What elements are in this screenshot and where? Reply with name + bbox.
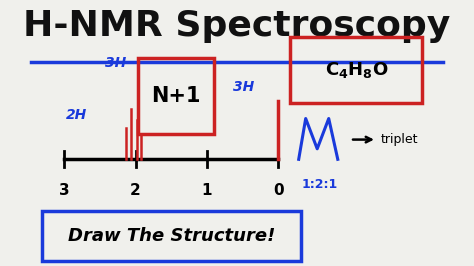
Text: Draw The Structure!: Draw The Structure! <box>67 227 275 245</box>
Text: N+1: N+1 <box>152 86 201 106</box>
Text: H-NMR Spectroscopy: H-NMR Spectroscopy <box>23 9 451 43</box>
Text: triplet: triplet <box>381 133 419 146</box>
Text: $\mathregular{C_4H_8O}$: $\mathregular{C_4H_8O}$ <box>325 60 388 80</box>
Text: 3H: 3H <box>105 56 126 70</box>
Text: 3H: 3H <box>233 80 254 94</box>
Text: 3: 3 <box>59 183 70 198</box>
Text: 0: 0 <box>273 183 283 198</box>
Text: 2: 2 <box>130 183 141 198</box>
Text: 1: 1 <box>201 183 212 198</box>
Text: 1:2:1: 1:2:1 <box>301 178 337 191</box>
Text: 2H: 2H <box>66 109 88 122</box>
